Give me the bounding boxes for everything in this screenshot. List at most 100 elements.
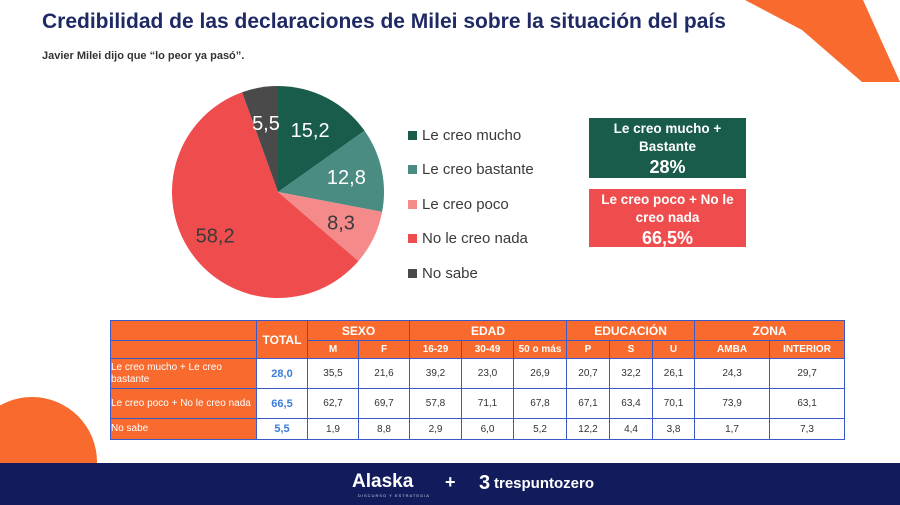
pie-slice	[242, 86, 278, 192]
chart-legend: Le creo mucho Le creo bastante Le creo p…	[408, 118, 534, 291]
table-cell: 23,0	[461, 358, 515, 389]
table-cell: 12,2	[566, 418, 611, 440]
table-cell: 39,2	[409, 358, 463, 389]
pie-slice	[278, 86, 365, 192]
table-subheader-row: M F 16-29 30-49 50 o más P S U AMBA INTE…	[110, 340, 846, 359]
table-cell: 69,7	[357, 388, 411, 419]
table-cell: 5,2	[513, 418, 568, 440]
legend-label: Le creo bastante	[422, 161, 534, 179]
summary-value: 66,5%	[641, 228, 694, 248]
subheader: S	[609, 340, 654, 359]
total-header: TOTAL	[256, 320, 308, 359]
table-cell: 21,6	[357, 358, 411, 389]
table-cell: 62,7	[307, 388, 359, 419]
subheader: 16-29	[409, 340, 463, 359]
crosstab-table: TOTAL SEXO EDAD EDUCACIÓN ZONA M F 16-29…	[110, 320, 846, 440]
summary-label: Le creo poco + No le creo nada	[601, 192, 734, 225]
pie-data-label: 5,5	[252, 113, 280, 135]
table-cell: 35,5	[307, 358, 359, 389]
table-cell: 63,4	[609, 388, 654, 419]
table-cell: 24,3	[694, 358, 771, 389]
plus-sign: +	[445, 472, 456, 492]
legend-item: No le creo nada	[408, 222, 534, 257]
table-cell: 63,1	[769, 388, 846, 419]
footer-bar: Alaska DISCURSO Y ESTRATEGIA + 3 trespun…	[0, 463, 900, 505]
summary-label: Le creo mucho + Bastante	[613, 121, 722, 154]
table-cell: 1,9	[307, 418, 359, 440]
table-cell: 26,1	[652, 358, 696, 389]
table-row: Le creo poco + No le creo nada 66,5 62,7…	[110, 388, 846, 419]
subheader: INTERIOR	[769, 340, 846, 359]
table-cell: 8,8	[357, 418, 411, 440]
table-cell: 29,7	[769, 358, 846, 389]
table-cell: 57,8	[409, 388, 463, 419]
legend-item: Le creo poco	[408, 187, 534, 222]
subheader: F	[357, 340, 411, 359]
trespuntozero-icon: 3	[479, 472, 491, 494]
legend-swatch	[408, 130, 417, 140]
total-cell: 28,0	[256, 358, 308, 389]
total-cell: 5,5	[256, 418, 308, 440]
trespuntozero-logo: trespuntozero	[494, 475, 595, 492]
pie-slice	[278, 130, 384, 212]
pie-data-label: 8,3	[327, 212, 355, 234]
subheader: 30-49	[461, 340, 515, 359]
row-label: Le creo poco + No le creo nada	[110, 388, 257, 419]
subheader: P	[566, 340, 611, 359]
legend-item: No sabe	[408, 256, 534, 291]
subheader: 50 o más	[513, 340, 568, 359]
top-right-orange-shape	[745, 0, 900, 82]
row-label: No sabe	[110, 418, 257, 440]
table-cell: 7,3	[769, 418, 846, 440]
table-corner	[110, 320, 257, 341]
pie-slice	[278, 192, 383, 262]
group-header-edad: EDAD	[409, 320, 568, 341]
pie-slice	[172, 92, 359, 299]
summary-box-negative: Le creo poco + No le creo nada 66,5%	[589, 189, 746, 248]
summary-box-positive: Le creo mucho + Bastante 28%	[589, 118, 746, 178]
table-row: No sabe 5,5 1,9 8,8 2,9 6,0 5,2 12,2 4,4…	[110, 418, 846, 440]
group-header-sexo: SEXO	[306, 320, 411, 341]
pie-chart: 15,2 12,8 8,3 58,2 5,5	[172, 86, 384, 299]
table-cell: 2,9	[409, 418, 463, 440]
legend-label: No le creo nada	[422, 230, 528, 248]
table-cell: 67,8	[513, 388, 568, 419]
page-subtitle: Javier Milei dijo que “lo peor ya pasó”.	[42, 50, 245, 62]
subheader: AMBA	[694, 340, 771, 359]
table-cell: 1,7	[694, 418, 771, 440]
legend-swatch	[408, 268, 417, 278]
alaska-logo: Alaska	[352, 471, 414, 492]
pie-data-label: 58,2	[196, 225, 235, 247]
table-cell: 70,1	[652, 388, 696, 419]
pie-data-label: 15,2	[291, 120, 330, 142]
table-group-header-row: TOTAL SEXO EDAD EDUCACIÓN ZONA	[110, 320, 846, 359]
legend-item: Le creo bastante	[408, 153, 534, 188]
table-cell: 6,0	[461, 418, 515, 440]
table-cell: 32,2	[609, 358, 654, 389]
table-cell: 71,1	[461, 388, 515, 419]
total-cell: 66,5	[256, 388, 308, 419]
legend-swatch	[408, 199, 417, 209]
legend-label: Le creo poco	[422, 195, 509, 213]
table-row: Le creo mucho + Le creo bastante 28,0 35…	[110, 358, 846, 389]
group-header-educacion: EDUCACIÓN	[566, 320, 696, 341]
legend-label: No sabe	[422, 264, 478, 282]
legend-swatch	[408, 234, 417, 244]
legend-swatch	[408, 165, 417, 175]
legend-item: Le creo mucho	[408, 118, 534, 153]
pie-data-label: 12,8	[327, 167, 366, 189]
table-cell: 20,7	[566, 358, 611, 389]
table-cell: 4,4	[609, 418, 654, 440]
subheader: M	[307, 340, 359, 359]
table-cell: 73,9	[694, 388, 771, 419]
table-cell: 3,8	[652, 418, 696, 440]
page-title: Credibilidad de las declaraciones de Mil…	[42, 10, 726, 33]
table-cell: 26,9	[513, 358, 568, 389]
table-cell: 67,1	[566, 388, 611, 419]
group-header-zona: ZONA	[694, 320, 846, 341]
table-corner	[110, 340, 257, 359]
subheader: U	[652, 340, 696, 359]
legend-label: Le creo mucho	[422, 126, 522, 144]
row-label: Le creo mucho + Le creo bastante	[110, 358, 257, 389]
alaska-tagline: DISCURSO Y ESTRATEGIA	[358, 493, 430, 498]
